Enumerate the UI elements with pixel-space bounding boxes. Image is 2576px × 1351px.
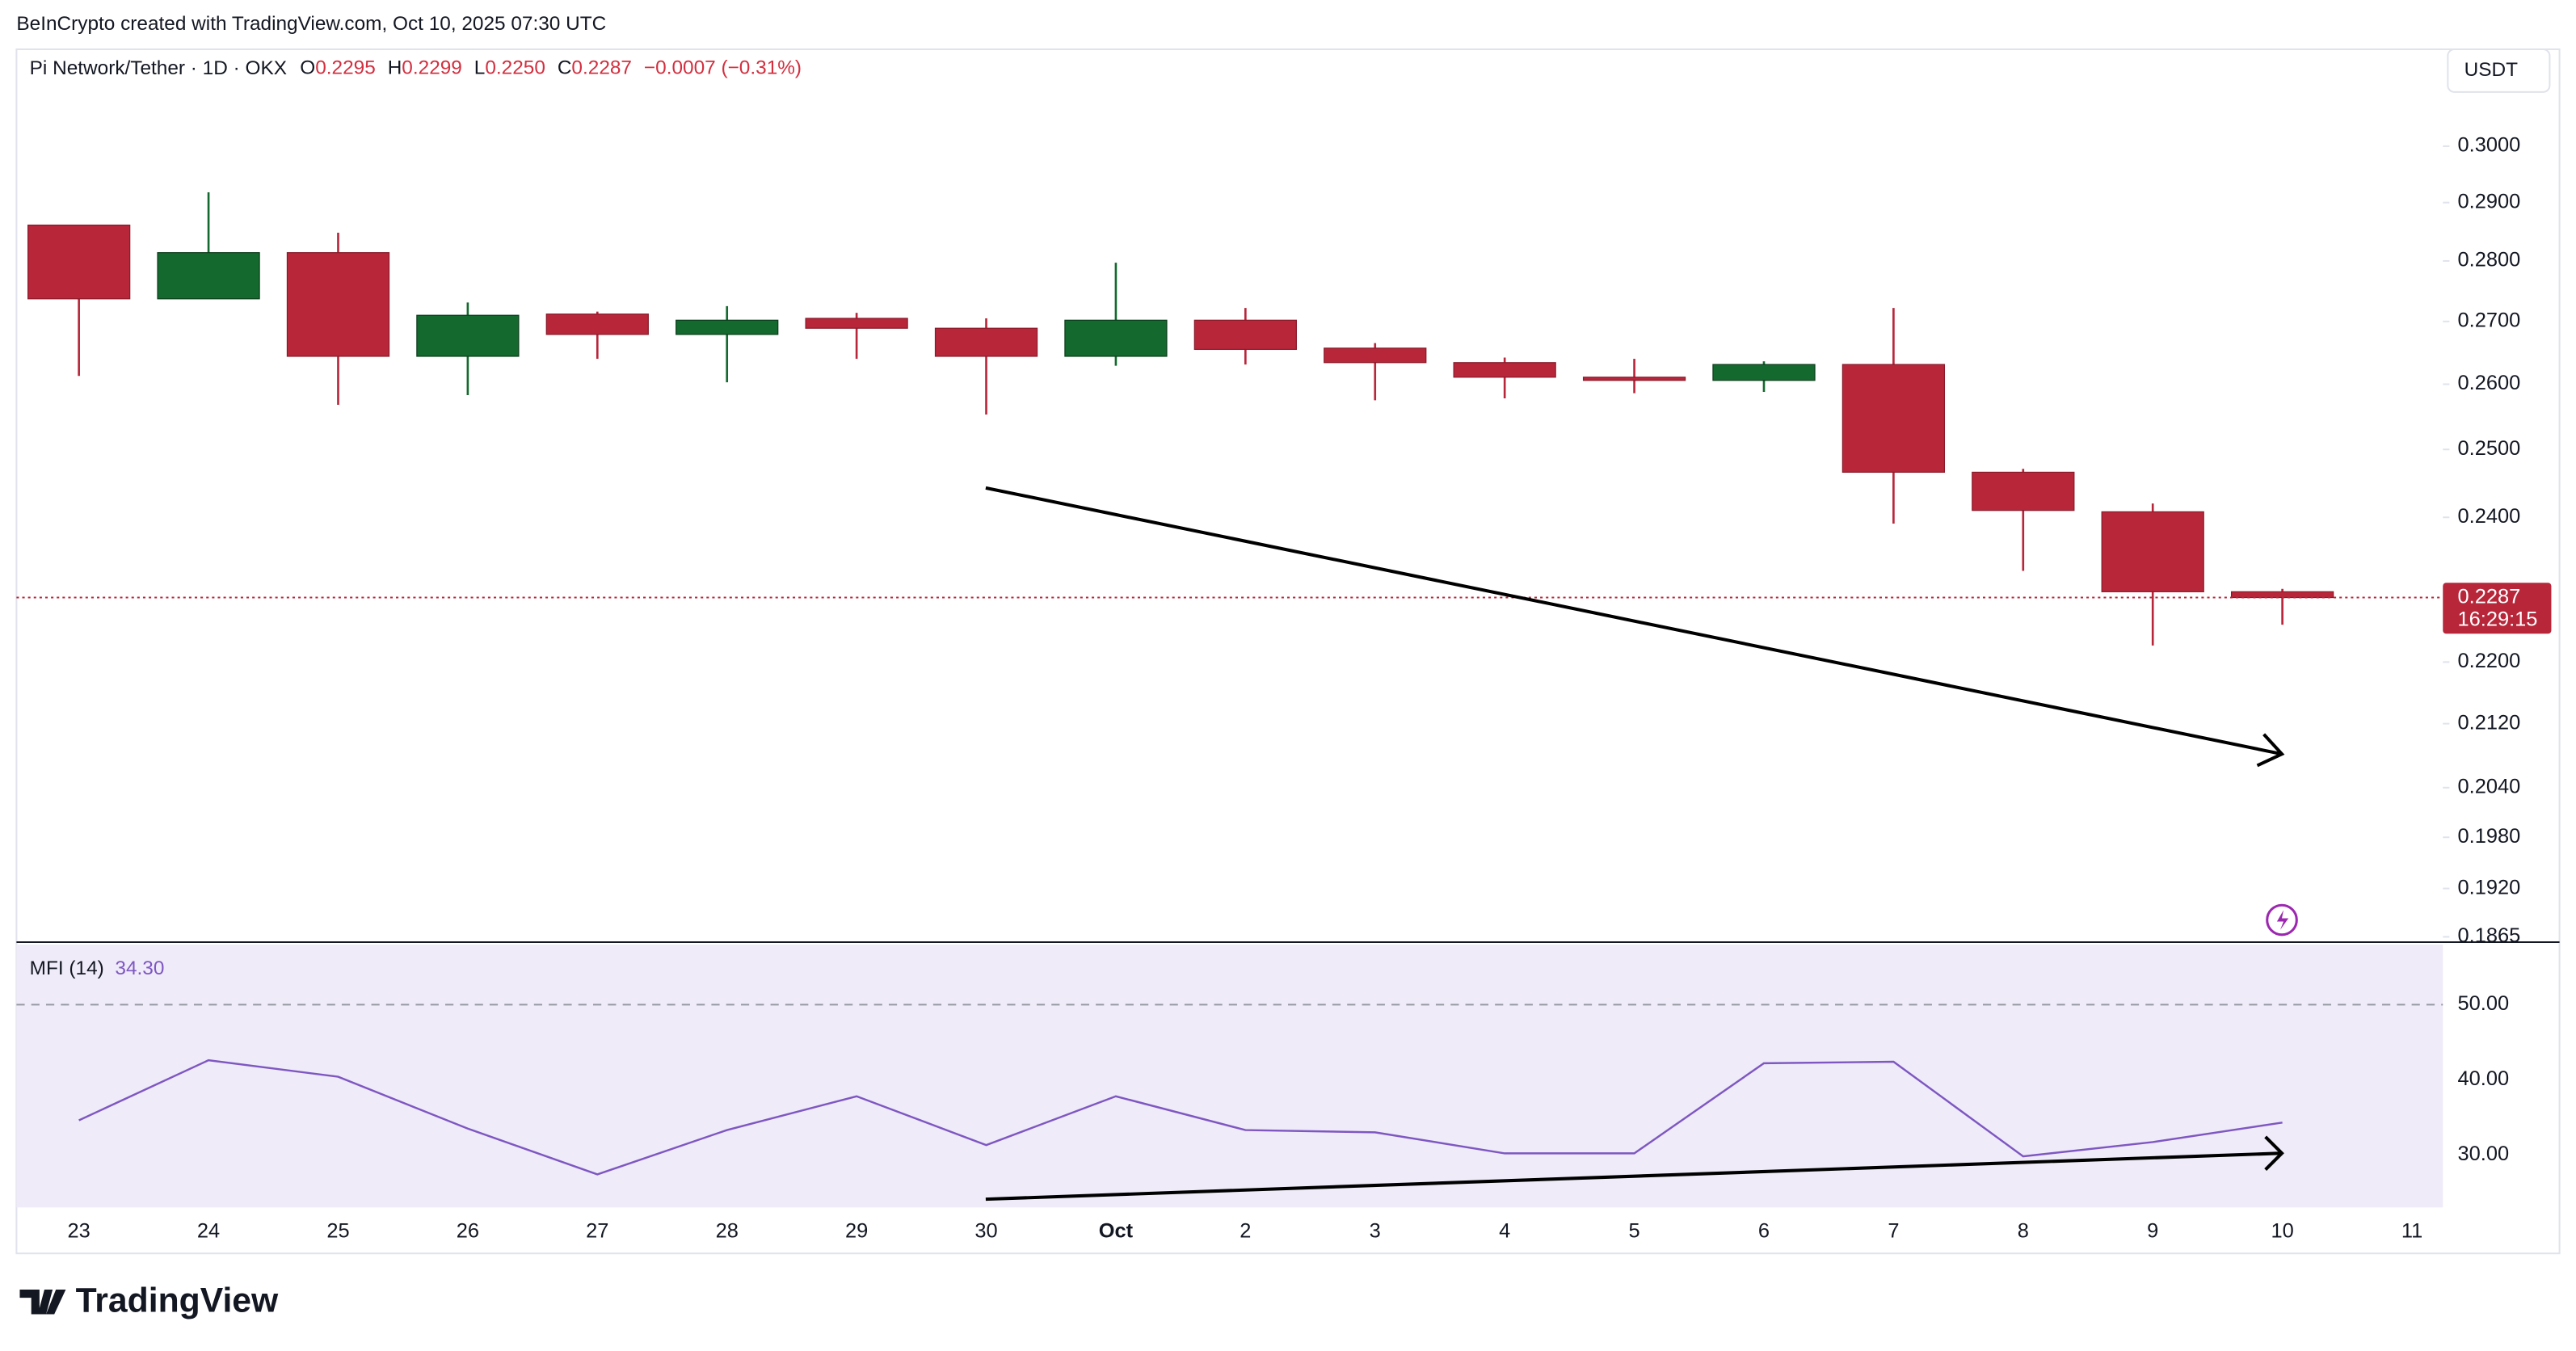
x-tick-label: 24: [197, 1220, 220, 1243]
trend-arrow: [985, 1151, 2283, 1202]
candle-body: [2101, 511, 2204, 592]
y-tick-label: 0.1980: [2458, 825, 2521, 848]
x-tick-label: 11: [2401, 1220, 2422, 1243]
candle-body: [2230, 591, 2334, 599]
currency-box: [2447, 48, 2551, 93]
candle-body: [416, 314, 520, 357]
y-tick-label: 0.2600: [2458, 372, 2521, 394]
legend-key: L: [474, 57, 486, 79]
x-tick-label: 10: [2271, 1220, 2293, 1243]
legend-value: 0.2287: [571, 57, 632, 79]
candle-body: [1842, 364, 1946, 473]
y-tick-label: 0.1865: [2458, 924, 2521, 947]
candle-body: [1972, 471, 2075, 511]
mfi-line: [78, 1058, 2283, 1176]
logo-mark: [19, 1289, 66, 1315]
candle-body: [545, 314, 649, 335]
candle-body: [934, 327, 1038, 357]
indicator-value: 34.30: [115, 957, 164, 979]
y-tick-label: 0.2400: [2458, 505, 2521, 528]
y-tick-label: 0.2700: [2458, 309, 2521, 332]
y-tick-label: 0.2800: [2458, 249, 2521, 271]
x-tick-label: 23: [68, 1220, 90, 1243]
x-tick-label: 2: [1240, 1220, 1251, 1243]
logo-text: TradingView: [76, 1282, 279, 1320]
x-tick-label: 4: [1499, 1220, 1510, 1243]
x-tick-label: 5: [1629, 1220, 1640, 1243]
x-tick-label: 6: [1758, 1220, 1770, 1243]
arrow-head: [2264, 1135, 2284, 1171]
legend-value: 0.2250: [485, 57, 545, 79]
x-tick-label: 30: [974, 1220, 997, 1243]
y-tick-label: 0.2900: [2458, 190, 2521, 213]
countdown-label: 16:29:15: [2458, 608, 2538, 631]
currency: USDT: [2464, 59, 2518, 81]
event-bolt: [2276, 910, 2289, 930]
x-tick-label: 25: [326, 1220, 349, 1243]
last-price-box: [2443, 583, 2552, 634]
symbol-title: Pi Network/Tether · 1D · OKX: [30, 57, 287, 79]
y-tick-label: 0.3000: [2458, 134, 2521, 157]
candle-body: [805, 318, 908, 329]
candle-body: [1064, 319, 1168, 357]
indicator-band: [16, 945, 2443, 1208]
y-tick-label: 30.00: [2458, 1143, 2510, 1165]
candle-body: [676, 319, 779, 335]
x-tick-label: 29: [845, 1220, 868, 1243]
x-tick-label: 9: [2147, 1220, 2158, 1243]
candle-body: [157, 252, 260, 300]
arrow-head: [2256, 733, 2285, 768]
candle-body: [1712, 364, 1816, 381]
y-tick-label: 40.00: [2458, 1067, 2510, 1090]
y-tick-label: 50.00: [2458, 992, 2510, 1015]
header: BeInCrypto created with TradingView.com,…: [16, 13, 606, 35]
candle-body: [1582, 377, 1686, 381]
trend-arrow: [985, 486, 2283, 756]
ohlc-legend: O0.2295 H0.2299 L0.2250 C0.2287 −0.0007 …: [300, 57, 802, 79]
y-tick-label: 0.2500: [2458, 437, 2521, 460]
y-tick-label: 0.1920: [2458, 876, 2521, 899]
logo: TradingView: [19, 1282, 279, 1320]
x-tick-label: 28: [716, 1220, 739, 1243]
candle-body: [1324, 347, 1427, 364]
candle-body: [1453, 362, 1556, 378]
y-tick-label: 0.2120: [2458, 711, 2521, 734]
legend-change: −0.0007 (−0.31%): [644, 57, 802, 79]
y-tick-label: 0.2040: [2458, 776, 2521, 798]
y-tick-label: 0.2200: [2458, 650, 2521, 672]
x-tick-label: 7: [1888, 1220, 1899, 1243]
legend-key: O: [300, 57, 315, 79]
x-tick-label: 27: [586, 1220, 608, 1243]
legend-key: C: [558, 57, 572, 79]
x-tick-label: 3: [1370, 1220, 1381, 1243]
legend-value: 0.2295: [315, 57, 376, 79]
candle-body: [286, 252, 390, 357]
x-tick-label: Oct: [1099, 1220, 1134, 1243]
x-tick-label: 26: [457, 1220, 479, 1243]
legend-key: H: [388, 57, 402, 79]
frame: [15, 48, 2561, 1255]
legend-value: 0.2299: [402, 57, 462, 79]
candle-body: [27, 224, 131, 300]
candle-body: [1193, 319, 1297, 351]
x-tick-label: 8: [2018, 1220, 2029, 1243]
last-price-label: 0.2287: [2458, 585, 2521, 608]
indicator-title: MFI (14): [30, 957, 104, 979]
